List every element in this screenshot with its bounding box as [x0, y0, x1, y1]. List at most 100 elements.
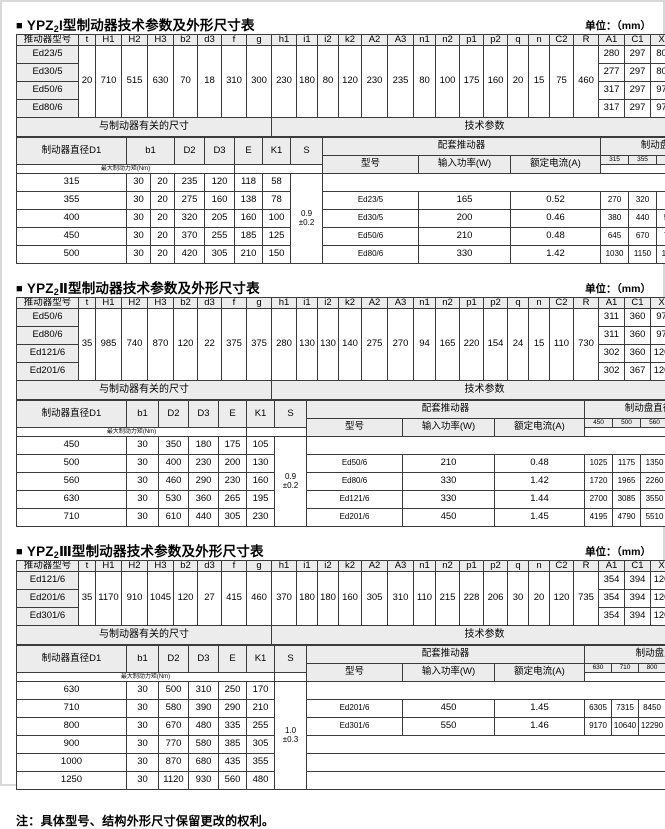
dim-col-header-A3: A3	[388, 560, 414, 571]
dim-shared-i2: 130	[318, 308, 339, 380]
cell-actuator-model: Ed23/5	[323, 191, 419, 209]
header-max-torque: 最大制动力矩(Nm)	[17, 427, 247, 436]
cell-b1: 30	[127, 681, 159, 699]
dim-col-header-X: X	[651, 35, 665, 46]
cell-rated-current: 0.46	[511, 209, 601, 227]
cell-K1: 150	[263, 245, 291, 263]
header-D3: D3	[189, 400, 219, 427]
cell-K1: 125	[263, 227, 291, 245]
dim-shared-g: 300	[247, 45, 272, 117]
header-rated-current: 额定电流(A)	[495, 418, 585, 436]
actuator-model-label: Ed50/6	[17, 308, 79, 326]
dim-shared-n2: 215	[436, 571, 460, 625]
dim-shared-p1: 175	[460, 45, 484, 117]
dim-col-header-A2: A2	[362, 560, 388, 571]
actuator-model-label: Ed80/6	[17, 99, 79, 117]
cell-torque: 1175	[613, 454, 641, 472]
dim-shared-b2: 120	[174, 308, 198, 380]
cell-brake-diameter: 1000	[17, 753, 127, 771]
dim-X: 80	[651, 63, 665, 81]
section-header-ypz2-3: ■YPZ2Ⅲ型制动器技术参数及外形尺寸表单位：（mm）	[16, 536, 651, 560]
cell-input-power: 330	[403, 490, 495, 508]
band-right-label: 技术参数	[272, 625, 665, 644]
bullet-icon: ■	[16, 283, 23, 295]
cell-D2: 370	[175, 227, 205, 245]
cell-D2: 610	[159, 508, 189, 526]
cell-torque: 440	[629, 209, 657, 227]
header-E: E	[235, 137, 263, 164]
cell-D2: 275	[175, 191, 205, 209]
dim-col-header-p1: p1	[460, 297, 484, 308]
dim-col-header-k2: k2	[339, 35, 362, 46]
cell-D2: 400	[159, 454, 189, 472]
header-input-power: 输入功率(W)	[403, 418, 495, 436]
dim-shared-h1: 280	[272, 308, 297, 380]
spec-header-row-1: 制动器直径D1b1D2D3EK1S配套推动器制动盘直径D1整机重量(kg)	[17, 137, 665, 155]
header-K1: K1	[247, 400, 275, 427]
spec-row: 4003020320205160100Ed30/52000.4638044052…	[17, 209, 665, 227]
dim-C1: 394	[625, 589, 651, 607]
band-left-label: 与制动器有关的尺寸	[17, 625, 272, 644]
dim-shared-q: 24	[508, 308, 529, 380]
dim-shared-i1: 130	[297, 308, 318, 380]
cell-b1: 30	[127, 436, 159, 454]
dim-col-header-i1: i1	[297, 297, 318, 308]
dim-shared-f: 310	[222, 45, 247, 117]
dim-A1: 354	[599, 607, 625, 625]
dim-shared-t: 20	[79, 45, 96, 117]
cell-torque: 520	[657, 209, 665, 227]
section-spacer	[16, 264, 651, 273]
header-input-power: 输入功率(W)	[419, 155, 511, 173]
dim-shared-A2: 230	[362, 45, 388, 117]
cell-torque: 1965	[613, 472, 641, 490]
cell-rated-current: 1.44	[495, 490, 585, 508]
dim-shared-H3: 870	[148, 308, 174, 380]
cell-D2: 670	[159, 717, 189, 735]
dim-shared-C2: 110	[550, 308, 574, 380]
dim-shared-C2: 120	[550, 571, 574, 625]
header-rated-current: 额定电流(A)	[511, 155, 601, 173]
cell-K1: 130	[247, 454, 275, 472]
dim-shared-n: 15	[529, 308, 550, 380]
header-S: S	[275, 645, 307, 672]
dim-shared-i2: 80	[318, 45, 339, 117]
header-b1: b1	[127, 400, 159, 427]
dim-C1: 297	[625, 63, 651, 81]
dim-col-header-d3: d3	[198, 297, 222, 308]
cell-torque: 320	[629, 191, 657, 209]
dim-col-header-i2: i2	[318, 560, 339, 571]
cell-D3: 930	[189, 771, 219, 789]
dim-shared-k2: 120	[339, 45, 362, 117]
dim-col-header-H2: H2	[122, 297, 148, 308]
cell-torque: 1350	[657, 245, 665, 263]
cell-K1: 78	[263, 191, 291, 209]
section-header-ypz2-2: ■YPZ2Ⅱ型制动器技术参数及外形尺寸表单位：（mm）	[16, 273, 651, 297]
cell-b1-b: 20	[151, 245, 175, 263]
cell-D3: 305	[205, 245, 235, 263]
actuator-model-label: Ed23/5	[17, 45, 79, 63]
dim-col-header-C2: C2	[550, 297, 574, 308]
band-row: 与制动器有关的尺寸技术参数	[17, 117, 665, 136]
cell-actuator-model: Ed80/6	[323, 245, 419, 263]
cell-actuator-model: Ed121/6	[307, 490, 403, 508]
dim-X: 120	[651, 571, 665, 589]
cell-K1: 105	[247, 436, 275, 454]
dim-shared-b2: 120	[174, 571, 198, 625]
header-D2: D2	[175, 137, 205, 164]
cell-brake-diameter: 630	[17, 490, 127, 508]
header-model: 型号	[307, 663, 403, 681]
section-spacer	[16, 527, 651, 536]
header-disc-355: 355	[629, 155, 657, 164]
cell-E: 185	[235, 227, 263, 245]
dim-col-header-q: q	[508, 297, 529, 308]
